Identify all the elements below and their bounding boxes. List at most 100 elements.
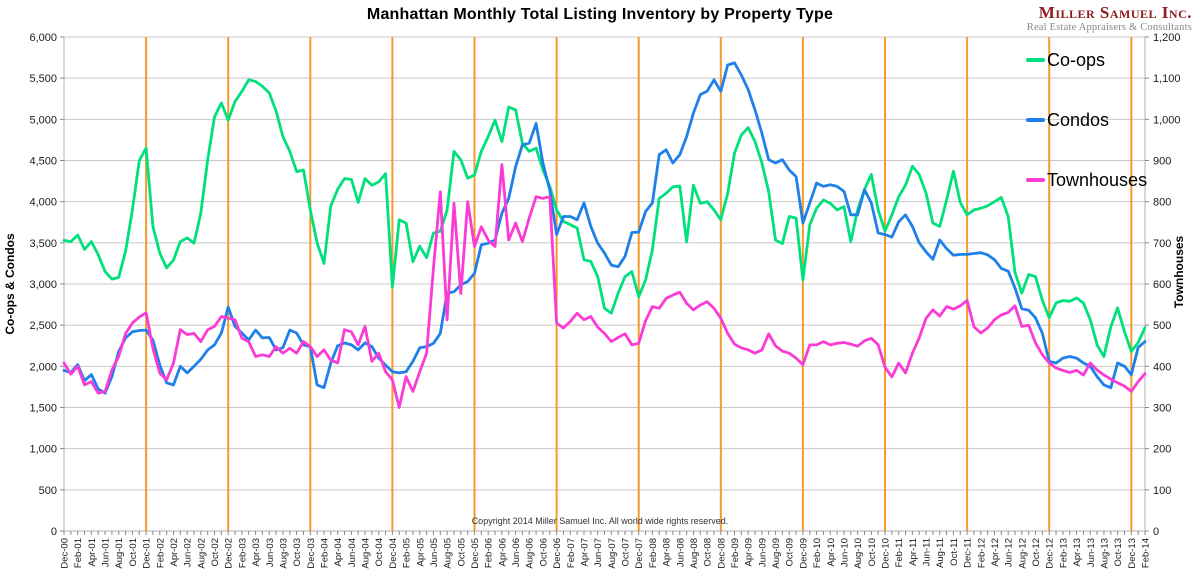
svg-text:Oct-04: Oct-04 [374, 538, 385, 567]
svg-text:Jun-10: Jun-10 [839, 538, 850, 567]
svg-text:Dec-06: Dec-06 [552, 538, 563, 569]
condos-line-swatch [1026, 118, 1045, 122]
svg-text:0: 0 [51, 526, 57, 538]
svg-text:Oct-12: Oct-12 [1031, 538, 1042, 567]
svg-text:Dec-13: Dec-13 [1127, 538, 1138, 569]
svg-text:Feb-09: Feb-09 [730, 538, 741, 568]
svg-text:Feb-02: Feb-02 [155, 538, 166, 568]
svg-text:Dec-00: Dec-00 [60, 538, 71, 569]
y-axis-labels: 0 500 1,000 1,500 2,000 2,500 3,000 3,500 4,000 4… [29, 32, 1180, 538]
svg-text:Apr-06: Apr-06 [497, 538, 508, 567]
logo-tagline: Real Estate Appraisers & Consultants [1026, 21, 1192, 33]
svg-text:Feb-10: Feb-10 [812, 538, 823, 568]
svg-text:Jun-02: Jun-02 [183, 538, 194, 567]
series-line-townhouses [62, 163, 1147, 409]
legend-label-coops: Co-ops [1047, 49, 1106, 70]
svg-text:1,000: 1,000 [1153, 114, 1181, 126]
svg-text:Aug-02: Aug-02 [196, 538, 207, 569]
svg-text:500: 500 [1153, 320, 1171, 332]
svg-text:Aug-01: Aug-01 [114, 538, 125, 569]
svg-text:5,000: 5,000 [29, 114, 57, 126]
svg-text:Aug-06: Aug-06 [525, 538, 536, 569]
svg-text:Dec-02: Dec-02 [224, 538, 235, 569]
svg-text:Oct-03: Oct-03 [292, 538, 303, 567]
svg-text:Oct-05: Oct-05 [456, 538, 467, 567]
copyright-note: Copyright 2014 Miller Samuel Inc. All wo… [471, 516, 729, 526]
svg-text:Jun-08: Jun-08 [675, 538, 686, 567]
svg-text:Apr-02: Apr-02 [169, 538, 180, 567]
svg-text:Apr-11: Apr-11 [908, 538, 919, 566]
svg-text:Feb-08: Feb-08 [648, 538, 659, 568]
svg-text:Feb-14: Feb-14 [1141, 538, 1152, 568]
svg-text:4,500: 4,500 [29, 156, 57, 168]
miller-samuel-logo: Miller Samuel Inc. Real Estate Appraiser… [1027, 4, 1192, 33]
svg-text:Apr-09: Apr-09 [744, 538, 755, 567]
svg-text:Jun-06: Jun-06 [511, 538, 522, 567]
svg-text:400: 400 [1153, 361, 1171, 373]
svg-text:Dec-05: Dec-05 [470, 538, 481, 569]
svg-text:4,000: 4,000 [29, 197, 57, 209]
svg-text:Apr-13: Apr-13 [1072, 538, 1083, 567]
svg-text:Townhouses: Townhouses [1172, 235, 1186, 308]
svg-text:Dec-01: Dec-01 [142, 538, 153, 569]
svg-text:Jun-07: Jun-07 [593, 538, 604, 567]
legend-item-townhouses: Townhouses [1026, 170, 1196, 190]
svg-text:Feb-05: Feb-05 [402, 538, 413, 568]
svg-text:Apr-07: Apr-07 [579, 538, 590, 567]
svg-text:Apr-03: Apr-03 [251, 538, 262, 567]
svg-text:Oct-06: Oct-06 [538, 538, 549, 567]
legend-item-coops: Co-ops [1026, 50, 1196, 70]
svg-text:Jun-11: Jun-11 [922, 538, 933, 566]
svg-text:Aug-13: Aug-13 [1099, 538, 1110, 569]
svg-text:Dec-11: Dec-11 [963, 538, 974, 568]
svg-text:500: 500 [39, 485, 57, 497]
svg-text:Apr-04: Apr-04 [333, 538, 344, 567]
svg-text:100: 100 [1153, 485, 1171, 497]
svg-text:Co-ops & Condos: Co-ops & Condos [3, 233, 17, 335]
svg-text:900: 900 [1153, 156, 1171, 168]
svg-text:Feb-03: Feb-03 [237, 538, 248, 568]
svg-text:6,000: 6,000 [29, 32, 57, 44]
svg-text:3,000: 3,000 [29, 279, 57, 291]
svg-text:Feb-06: Feb-06 [484, 538, 495, 568]
coops-line-swatch [1026, 58, 1045, 62]
svg-text:Feb-11: Feb-11 [894, 538, 905, 567]
chart-legend: Co-ops Condos Townhouses [1026, 50, 1196, 230]
svg-text:Aug-09: Aug-09 [771, 538, 782, 569]
svg-text:2,000: 2,000 [29, 361, 57, 373]
svg-text:Dec-09: Dec-09 [798, 538, 809, 569]
svg-text:Jun-12: Jun-12 [1004, 538, 1015, 567]
svg-text:Oct-01: Oct-01 [128, 538, 139, 567]
axis-titles: Co-ops & Condos Townhouses [3, 233, 1186, 335]
svg-text:Oct-07: Oct-07 [621, 538, 632, 567]
svg-text:Oct-11: Oct-11 [949, 538, 960, 566]
svg-text:Feb-07: Feb-07 [566, 538, 577, 568]
svg-text:Jun-03: Jun-03 [265, 538, 276, 567]
legend-item-condos: Condos [1026, 110, 1196, 130]
svg-text:1,500: 1,500 [29, 403, 57, 415]
svg-text:Oct-10: Oct-10 [867, 538, 878, 567]
svg-text:Dec-04: Dec-04 [388, 538, 399, 569]
svg-text:Aug-08: Aug-08 [689, 538, 700, 569]
svg-text:300: 300 [1153, 403, 1171, 415]
svg-text:Aug-03: Aug-03 [278, 538, 289, 569]
svg-text:Oct-08: Oct-08 [703, 538, 714, 567]
svg-text:Feb-01: Feb-01 [73, 538, 84, 568]
svg-text:Jun-05: Jun-05 [429, 538, 440, 567]
svg-text:800: 800 [1153, 197, 1171, 209]
svg-text:Oct-09: Oct-09 [785, 538, 796, 567]
svg-text:Apr-12: Apr-12 [990, 538, 1001, 567]
svg-text:Aug-11: Aug-11 [935, 538, 946, 568]
svg-text:Feb-12: Feb-12 [976, 538, 987, 568]
svg-text:3,500: 3,500 [29, 238, 57, 250]
svg-text:Dec-03: Dec-03 [306, 538, 317, 569]
svg-text:0: 0 [1153, 526, 1159, 538]
svg-text:Aug-05: Aug-05 [443, 538, 454, 569]
svg-text:200: 200 [1153, 444, 1171, 456]
svg-text:Apr-10: Apr-10 [826, 538, 837, 567]
svg-text:600: 600 [1153, 279, 1171, 291]
svg-text:1,100: 1,100 [1153, 73, 1181, 85]
svg-text:Dec-12: Dec-12 [1045, 538, 1056, 569]
logo-name: Miller Samuel Inc. [1038, 3, 1192, 22]
svg-text:1,000: 1,000 [29, 444, 57, 456]
